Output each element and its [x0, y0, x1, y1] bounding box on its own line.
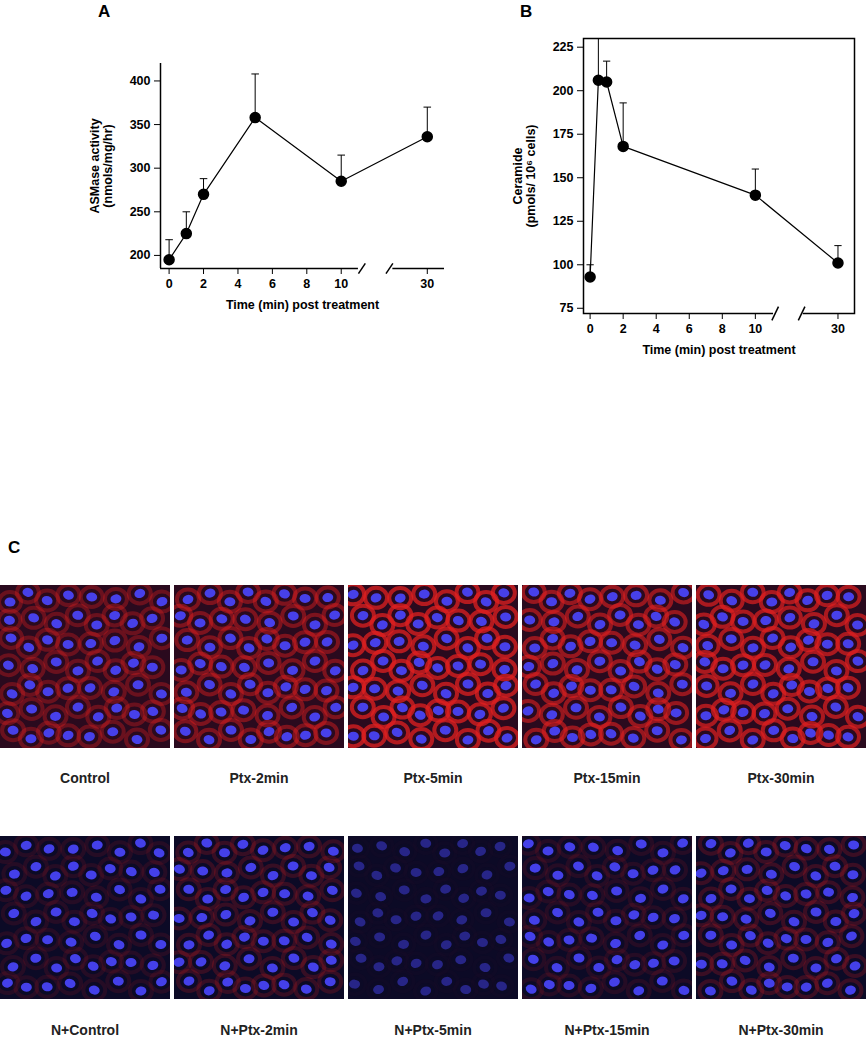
svg-text:4: 4: [653, 322, 660, 336]
svg-text:300: 300: [130, 161, 151, 175]
svg-text:8: 8: [303, 277, 310, 291]
html-text:N+Control: N+Control: [51, 1022, 119, 1038]
svg-text:6: 6: [269, 277, 276, 291]
svg-text:Time (min) post treatment: Time (min) post treatment: [226, 298, 380, 312]
svg-text:400: 400: [130, 74, 151, 88]
html-text:N+Ptx-30min: N+Ptx-30min: [738, 1022, 824, 1038]
html-text:N+Ptx-15min: N+Ptx-15min: [564, 1022, 650, 1038]
svg-text:0: 0: [166, 277, 173, 291]
svg-text:ASMase activity(nmols/mg/hr): ASMase activity(nmols/mg/hr): [88, 118, 115, 213]
html-text:Ptx-2min: Ptx-2min: [229, 770, 289, 786]
svg-text:10: 10: [334, 277, 348, 291]
svg-text:30: 30: [831, 322, 845, 336]
svg-text:150: 150: [553, 171, 574, 185]
html-text:Ptx-30min: Ptx-30min: [747, 770, 815, 786]
svg-text:2: 2: [620, 322, 627, 336]
html-text:N+Ptx-5min: N+Ptx-5min: [394, 1022, 472, 1038]
svg-text:250: 250: [130, 205, 151, 219]
html-text:C: C: [8, 538, 21, 557]
svg-text:125: 125: [553, 214, 574, 228]
html-text:B: B: [520, 2, 533, 21]
svg-text:6: 6: [686, 322, 693, 336]
svg-text:Ceramide(pmols/ 10⁶ cells): Ceramide(pmols/ 10⁶ cells): [511, 124, 538, 227]
svg-text:200: 200: [553, 84, 574, 98]
svg-text:175: 175: [553, 127, 574, 141]
html-text:A: A: [98, 2, 111, 21]
svg-text:100: 100: [553, 258, 574, 272]
svg-text:0: 0: [587, 322, 594, 336]
svg-text:350: 350: [130, 118, 151, 132]
svg-text:8: 8: [719, 322, 726, 336]
svg-text:30: 30: [420, 277, 434, 291]
svg-text:10: 10: [748, 322, 762, 336]
html-text:Control: Control: [60, 770, 110, 786]
html-text:N+Ptx-2min: N+Ptx-2min: [220, 1022, 298, 1038]
svg-text:75: 75: [560, 301, 574, 315]
svg-text:Time (min) post treatment: Time (min) post treatment: [642, 343, 796, 357]
html-text:Ptx-15min: Ptx-15min: [573, 770, 641, 786]
html-text:Ptx-5min: Ptx-5min: [403, 770, 463, 786]
svg-text:200: 200: [130, 248, 151, 262]
svg-text:4: 4: [234, 277, 241, 291]
svg-text:2: 2: [200, 277, 207, 291]
svg-text:225: 225: [553, 40, 574, 54]
